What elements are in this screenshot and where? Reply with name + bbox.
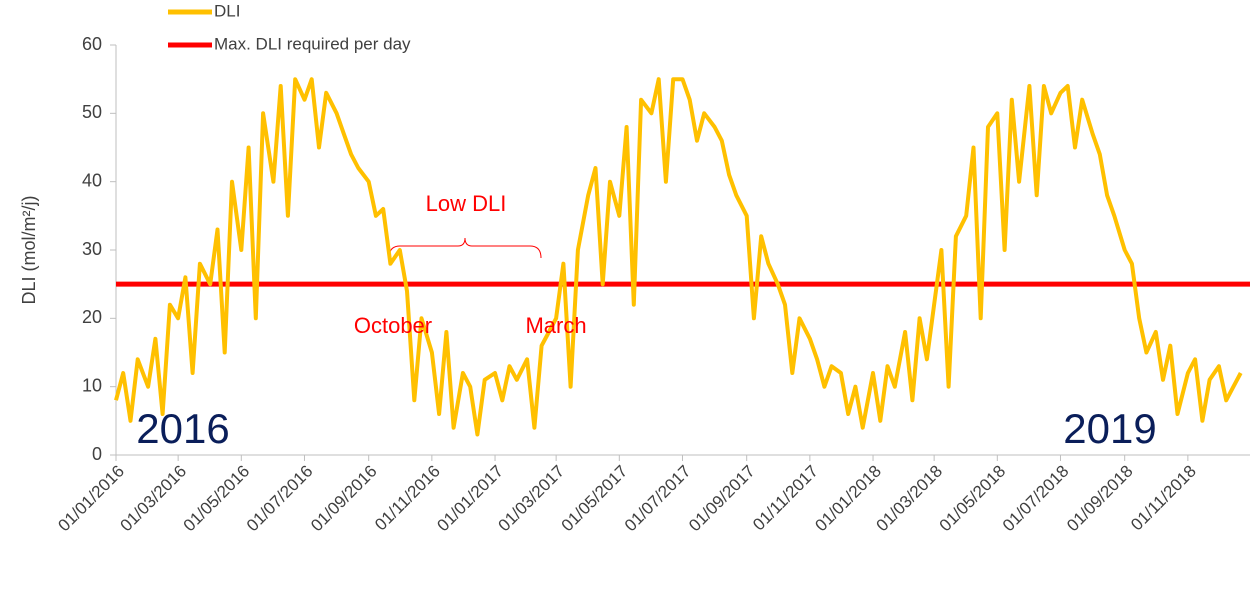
legend-label: DLI (214, 1, 240, 20)
x-tick-label: 01/11/2017 (749, 462, 822, 535)
y-tick-label: 40 (82, 170, 102, 190)
x-tick-label: 01/11/2016 (371, 462, 444, 535)
annotation: October (354, 313, 432, 338)
y-tick-label: 30 (82, 239, 102, 259)
annotation: March (525, 313, 586, 338)
y-tick-label: 0 (92, 444, 102, 464)
x-tick-label: 01/07/2016 (243, 462, 317, 536)
x-tick-label: 01/01/2016 (54, 462, 128, 536)
y-axis-label: DLI (mol/m²/j) (19, 196, 39, 305)
y-tick-label: 60 (82, 34, 102, 54)
legend-label: Max. DLI required per day (214, 34, 411, 53)
bracket (389, 238, 541, 258)
chart: DLI (mol/m²/j) 010203040506001/01/201601… (0, 0, 1255, 591)
x-tick-label: 01/05/2016 (180, 462, 254, 536)
x-tick-label: 01/05/2018 (936, 462, 1010, 536)
y-tick-label: 50 (82, 102, 102, 122)
x-tick-label: 01/09/2016 (307, 462, 381, 536)
annotation: 2019 (1063, 405, 1156, 452)
x-tick-label: 01/07/2018 (999, 462, 1073, 536)
y-tick-label: 20 (82, 307, 102, 327)
y-tick-label: 10 (82, 375, 102, 395)
dli-line (116, 79, 1241, 434)
x-tick-label: 01/03/2017 (495, 462, 569, 536)
x-tick-label: 01/07/2017 (621, 462, 695, 536)
x-tick-label: 01/09/2018 (1063, 462, 1137, 536)
annotation: Low DLI (426, 191, 507, 216)
x-tick-label: 01/11/2018 (1127, 462, 1200, 535)
annotation: 2016 (136, 405, 229, 452)
x-tick-label: 01/05/2017 (558, 462, 632, 536)
x-tick-label: 01/09/2017 (685, 462, 759, 536)
x-tick-label: 01/03/2018 (873, 462, 947, 536)
x-tick-label: 01/03/2016 (117, 462, 191, 536)
